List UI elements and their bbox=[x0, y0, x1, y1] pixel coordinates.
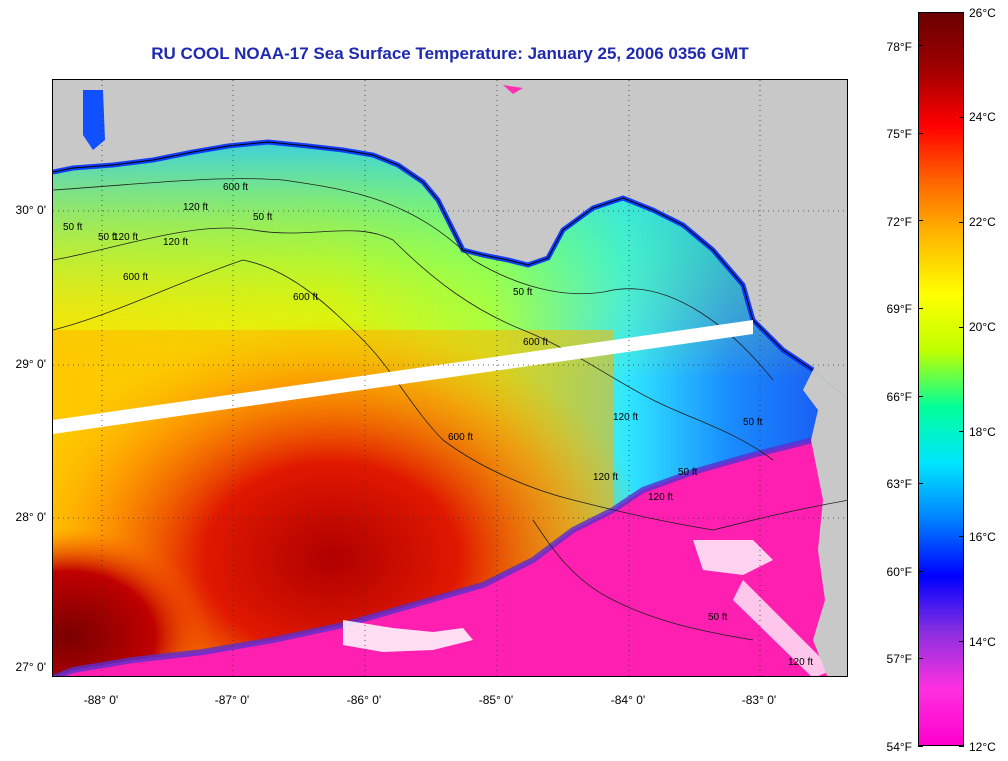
colorbar-fahrenheit-label: 69°F bbox=[886, 302, 912, 316]
contour-label: 120 ft bbox=[788, 657, 813, 668]
lon-label-83: -83° 0' bbox=[741, 693, 777, 707]
colorbar-fahrenheit-label: 78°F bbox=[886, 40, 912, 54]
map-title: RU COOL NOAA-17 Sea Surface Temperature:… bbox=[151, 44, 749, 63]
contour-label: 50 ft bbox=[513, 287, 533, 298]
contour-120ft bbox=[53, 227, 774, 461]
colorbar-tick bbox=[918, 220, 923, 222]
contour-label: 120 ft bbox=[113, 232, 138, 243]
colorbar-fahrenheit-label: 75°F bbox=[886, 127, 912, 141]
contour-label: 120 ft bbox=[183, 202, 208, 213]
colorbar-fahrenheit-label: 60°F bbox=[886, 565, 912, 579]
land-mass-north bbox=[53, 80, 847, 399]
colorbar-fahrenheit-label: 63°F bbox=[886, 477, 912, 491]
cloud-patch bbox=[693, 540, 773, 575]
colorbar-tick bbox=[918, 307, 923, 309]
contour-label: 600 ft bbox=[293, 292, 318, 303]
colorbar-tick bbox=[959, 326, 964, 328]
cloud-patch bbox=[733, 580, 833, 676]
colorbar-fahrenheit-label: 72°F bbox=[886, 215, 912, 229]
contour-deep bbox=[532, 519, 754, 641]
colorbar-tick bbox=[959, 746, 964, 747]
contour-label: 50 ft bbox=[678, 467, 698, 478]
cloud-mask-edge bbox=[53, 417, 847, 676]
colorbar-celsius-label: 12°C bbox=[969, 740, 996, 754]
lon-label-85: -85° 0' bbox=[478, 693, 514, 707]
colorbar-tick bbox=[959, 641, 964, 643]
land-mass-florida bbox=[803, 370, 847, 676]
colorbar-celsius-label: 18°C bbox=[969, 425, 996, 439]
cloud-mask-region bbox=[58, 421, 847, 676]
lat-label-30: 30° 0' bbox=[15, 203, 46, 217]
colorbar-celsius-label: 24°C bbox=[969, 110, 996, 124]
lat-label-29: 29° 0' bbox=[15, 357, 46, 371]
contour-label: 50 ft bbox=[63, 222, 83, 233]
colorbar-tick bbox=[918, 570, 923, 572]
colorbar-tick bbox=[959, 431, 964, 433]
colorbar-tick bbox=[959, 536, 964, 538]
temperature-colorbar bbox=[918, 12, 964, 746]
colorbar-celsius-label: 14°C bbox=[969, 635, 996, 649]
contour-label: 50 ft bbox=[743, 417, 763, 428]
contour-label: 600 ft bbox=[123, 272, 148, 283]
contour-600ft bbox=[53, 259, 847, 531]
colorbar-fahrenheit-label: 66°F bbox=[886, 390, 912, 404]
contour-label: 600 ft bbox=[523, 337, 548, 348]
lon-label-84: -84° 0' bbox=[610, 693, 646, 707]
colorbar-tick bbox=[918, 658, 923, 660]
colorbar-fahrenheit-label: 54°F bbox=[886, 740, 912, 754]
contour-label: 600 ft bbox=[223, 182, 248, 193]
mobile-bay bbox=[83, 90, 105, 150]
lat-label-27: 27° 0' bbox=[15, 660, 46, 674]
colorbar-tick bbox=[959, 221, 964, 223]
colorbar-celsius-label: 26°C bbox=[969, 6, 996, 20]
sst-map[interactable]: 50 ft 120 ft 120 ft 600 ft 50 ft 120 ft 600 ft… bbox=[52, 79, 848, 677]
colorbar-tick bbox=[918, 746, 923, 747]
missing-data-swath bbox=[53, 320, 753, 434]
colorbar-tick bbox=[959, 116, 964, 118]
colorbar-celsius-label: 20°C bbox=[969, 320, 996, 334]
cloud-patch bbox=[343, 620, 473, 652]
colorbar-celsius-label: 16°C bbox=[969, 530, 996, 544]
bathymetry-contours bbox=[53, 178, 847, 641]
colorbar-celsius-label: 22°C bbox=[969, 215, 996, 229]
contour-50ft bbox=[53, 178, 774, 381]
contour-label: 50 ft bbox=[253, 212, 273, 223]
lon-label-88: -88° 0' bbox=[83, 693, 119, 707]
lat-label-28: 28° 0' bbox=[15, 510, 46, 524]
lon-label-87: -87° 0' bbox=[214, 693, 250, 707]
contour-label: 120 ft bbox=[593, 472, 618, 483]
inland-lake bbox=[503, 85, 523, 94]
lon-label-86: -86° 0' bbox=[346, 693, 382, 707]
contour-label: 50 ft bbox=[98, 232, 118, 243]
contour-label: 50 ft bbox=[708, 612, 728, 623]
colorbar-tick bbox=[918, 132, 923, 134]
contour-label: 120 ft bbox=[163, 237, 188, 248]
colorbar-tick bbox=[918, 395, 923, 397]
colorbar-tick bbox=[959, 12, 964, 13]
contour-label: 600 ft bbox=[448, 432, 473, 443]
colorbar-fahrenheit-label: 57°F bbox=[886, 652, 912, 666]
contour-label: 120 ft bbox=[648, 492, 673, 503]
contour-label: 120 ft bbox=[613, 412, 638, 423]
colorbar-tick bbox=[918, 45, 923, 46]
colorbar-tick bbox=[918, 483, 923, 485]
